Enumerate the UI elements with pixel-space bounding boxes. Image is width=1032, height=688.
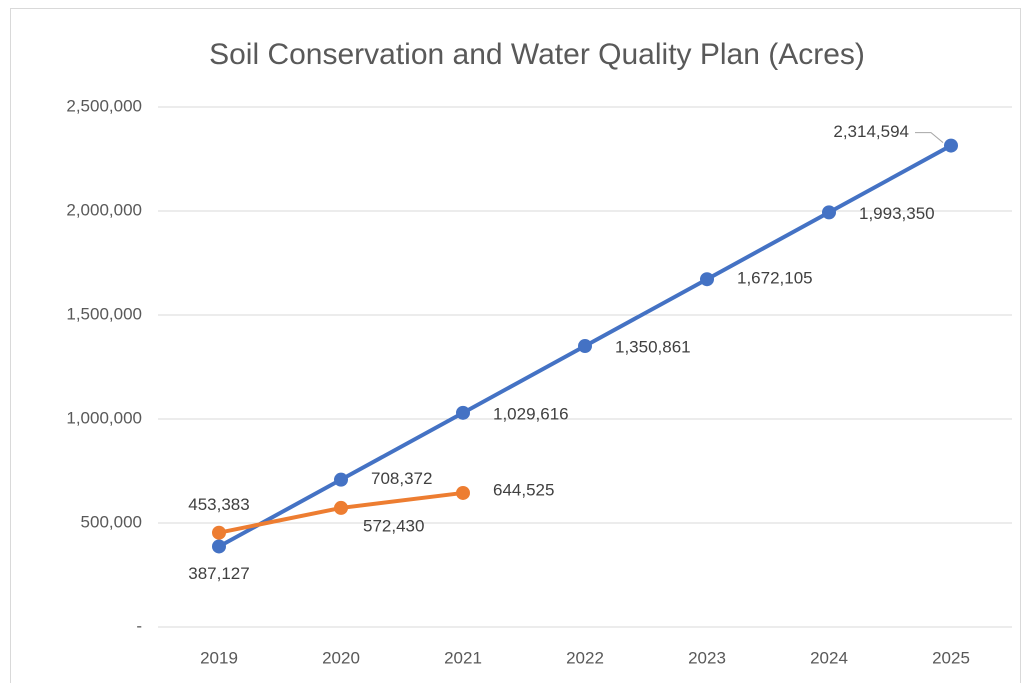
x-tick-label: 2022	[566, 648, 604, 667]
data-label: 387,127	[188, 564, 249, 583]
data-label: 2,314,594	[833, 122, 909, 141]
data-label: 1,350,861	[615, 338, 691, 357]
data-label: 453,383	[188, 495, 249, 514]
x-tick-label: 2025	[932, 648, 970, 667]
x-tick-label: 2019	[200, 648, 238, 667]
point	[212, 525, 226, 540]
y-tick-label: -	[136, 616, 142, 635]
y-tick-label: 1,000,000	[66, 408, 142, 427]
chart-title: Soil Conservation and Water Quality Plan…	[209, 38, 865, 71]
point	[456, 485, 470, 500]
point	[578, 339, 592, 354]
data-label: 572,430	[363, 516, 424, 535]
chart-border	[10, 8, 1021, 688]
data-label: 1,672,105	[737, 269, 813, 288]
y-tick-label: 2,500,000	[66, 96, 142, 115]
data-label: 1,029,616	[493, 404, 569, 423]
point	[456, 405, 470, 420]
point	[212, 539, 226, 554]
data-label: 1,993,350	[859, 204, 935, 223]
data-label: 644,525	[493, 480, 554, 499]
x-tick-label: 2020	[322, 648, 360, 667]
x-tick-label: 2024	[810, 648, 848, 667]
x-tick-label: 2023	[688, 648, 726, 667]
y-tick-label: 1,500,000	[66, 304, 142, 323]
point	[822, 205, 836, 220]
point	[334, 500, 348, 515]
data-label: 708,372	[371, 469, 432, 488]
y-tick-label: 500,000	[81, 512, 142, 531]
leader-line	[915, 132, 944, 143]
point	[700, 272, 714, 287]
y-tick-label: 2,000,000	[66, 200, 142, 219]
point	[944, 138, 958, 153]
x-tick-label: 2021	[444, 648, 482, 667]
point	[334, 472, 348, 487]
